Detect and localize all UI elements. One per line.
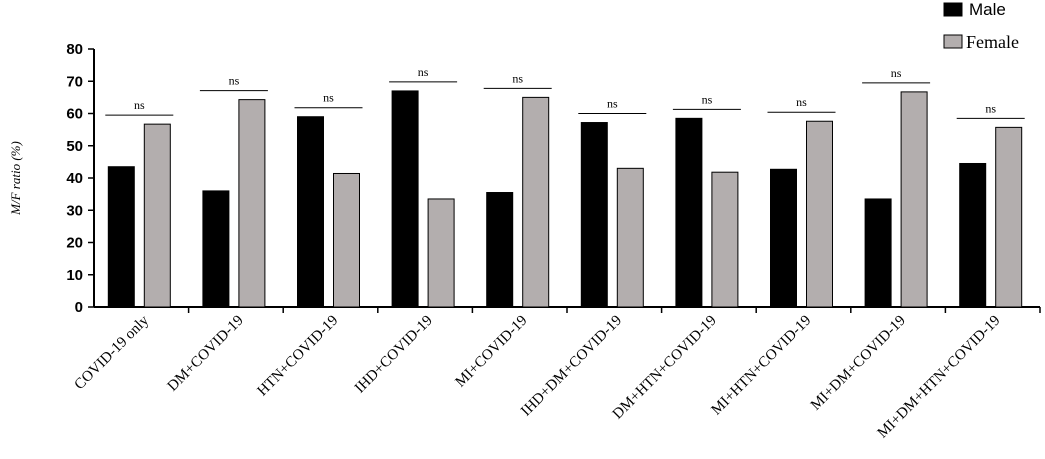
bar-female	[806, 120, 833, 308]
significance-label: ns	[891, 66, 902, 80]
bar-female	[616, 167, 644, 308]
x-axis: COVID-19 only DM+COVID-19 HTN+COVID-19 IHD+…	[72, 306, 1041, 441]
y-tick-label: 30	[66, 202, 83, 219]
bar-female	[522, 96, 550, 308]
significance-label: ns	[229, 74, 240, 88]
bar-male	[770, 168, 797, 308]
significance-label: ns	[323, 91, 334, 105]
bar-male	[202, 190, 230, 308]
bar-male	[107, 166, 135, 308]
x-tick-label: HTN+COVID-19	[255, 313, 342, 400]
bar-male	[391, 90, 419, 308]
x-tick-label: DM+HTN+COVID-19	[610, 313, 720, 423]
bar-female	[333, 172, 360, 308]
x-tick-label: MI+DM+COVID-19	[808, 313, 909, 414]
significance-annotations: ns ns ns ns ns ns ns ns ns ns	[105, 65, 1025, 119]
legend-swatch-female	[943, 34, 963, 49]
x-tick-label: MI+COVID-19	[453, 313, 531, 391]
y-tick-label: 80	[66, 41, 83, 58]
bar-male	[959, 162, 987, 308]
significance-label: ns	[702, 92, 713, 106]
x-tick-label: IHD+COVID-19	[352, 313, 436, 397]
x-tick-label: IHD+DM+COVID-19	[518, 313, 625, 420]
bar-female	[900, 91, 928, 308]
y-tick-label: 0	[75, 299, 83, 316]
y-axis-label: M/F ratio (%)	[8, 141, 23, 216]
significance-label: ns	[796, 95, 807, 109]
legend-swatch-male	[943, 2, 963, 17]
legend-label-male: Male	[969, 0, 1006, 19]
y-tick-label: 50	[66, 138, 83, 155]
significance-label: ns	[512, 71, 523, 85]
bar-female	[711, 171, 739, 308]
x-tick-label: COVID-19 only	[72, 312, 153, 393]
y-tick-label: 40	[66, 170, 83, 187]
significance-label: ns	[985, 101, 996, 115]
y-tick-label: 60	[66, 106, 83, 123]
bar-female	[143, 123, 171, 308]
y-tick-label: 20	[66, 235, 83, 252]
bars	[107, 90, 1023, 308]
y-tick-label: 10	[66, 267, 83, 284]
bar-male	[675, 117, 703, 308]
significance-label: ns	[607, 97, 618, 111]
bar-female	[995, 126, 1023, 308]
bar-male	[297, 116, 324, 308]
x-tick-label: DM+COVID-19	[165, 313, 247, 395]
bar-female	[427, 198, 455, 308]
legend: Male Female	[943, 0, 1019, 52]
significance-label: ns	[134, 98, 145, 112]
bar-male	[864, 198, 892, 308]
y-tick-label: 70	[66, 73, 83, 90]
significance-label: ns	[418, 65, 429, 79]
bar-male	[580, 122, 608, 308]
x-tick-label: MI+HTN+COVID-19	[709, 313, 815, 419]
bar-male	[486, 192, 514, 308]
bar-female	[238, 99, 266, 308]
legend-label-female: Female	[966, 32, 1019, 52]
y-axis: 0 10 20 30 40 50 60 70 80	[66, 41, 95, 316]
